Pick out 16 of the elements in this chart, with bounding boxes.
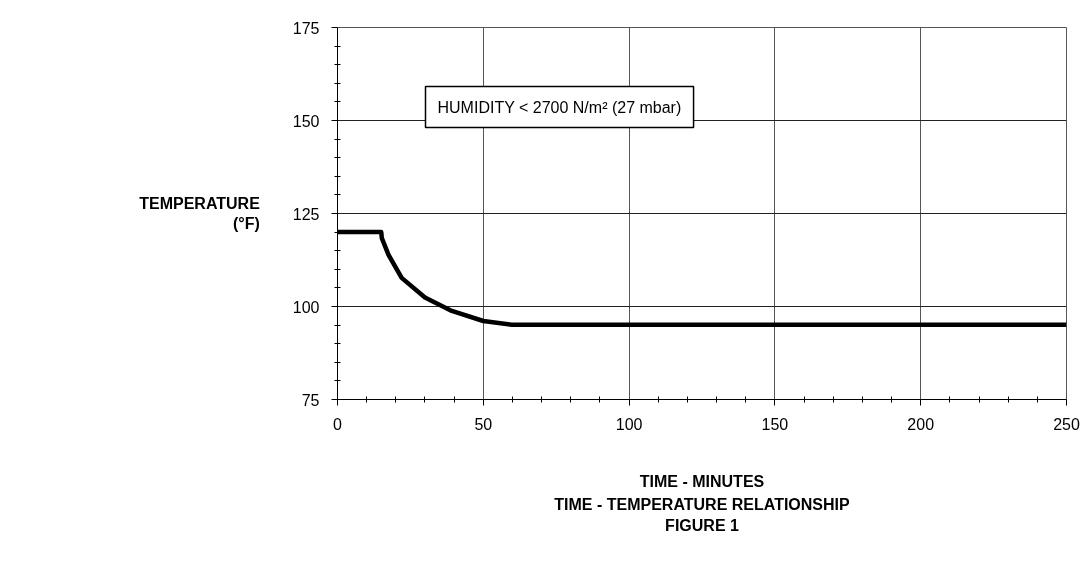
x-tick-label: 50 <box>474 415 493 433</box>
y-axis-title: TEMPERATURE (°F) <box>139 194 261 233</box>
annotation: HUMIDITY < 2700 N/m² (27 mbar) <box>437 98 682 116</box>
text: FIGURE 1 <box>665 516 739 534</box>
x-tick-label: 150 <box>761 415 789 433</box>
y-tick-label: 75 <box>301 391 320 409</box>
y-tick-label: 175 <box>292 19 320 37</box>
x-tick-label: 200 <box>907 415 935 433</box>
y-tick-label: 100 <box>292 298 320 316</box>
y-tick-label: 125 <box>292 205 320 223</box>
y-tick-label: 150 <box>292 112 320 130</box>
text: TIME - TEMPERATURE RELATIONSHIP <box>554 495 851 513</box>
x-tick-label: 250 <box>1053 415 1080 433</box>
x-axis-title: TIME - MINUTES <box>639 472 765 490</box>
x-tick-label: 0 <box>333 415 343 433</box>
x-tick-label: 100 <box>615 415 643 433</box>
